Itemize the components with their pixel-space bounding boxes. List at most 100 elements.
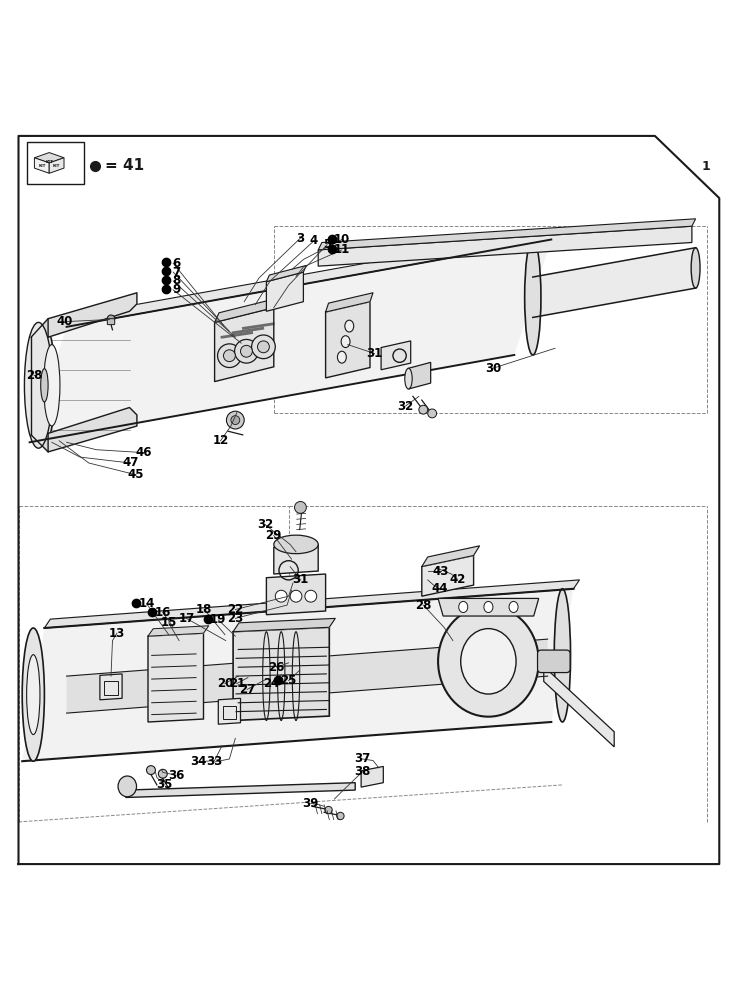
FancyBboxPatch shape xyxy=(537,650,570,673)
Polygon shape xyxy=(67,228,559,327)
Circle shape xyxy=(231,416,240,425)
Ellipse shape xyxy=(337,812,344,820)
Polygon shape xyxy=(48,408,137,452)
Text: 47: 47 xyxy=(122,456,138,470)
Circle shape xyxy=(226,411,244,429)
Ellipse shape xyxy=(509,601,518,613)
Text: 8: 8 xyxy=(172,274,181,287)
Text: 33: 33 xyxy=(206,755,223,768)
Text: 32: 32 xyxy=(257,518,273,531)
Text: 5: 5 xyxy=(323,238,332,251)
Polygon shape xyxy=(274,544,318,574)
Text: 43: 43 xyxy=(433,565,449,578)
Polygon shape xyxy=(215,298,278,322)
Polygon shape xyxy=(361,766,383,787)
Text: KIT: KIT xyxy=(45,160,53,164)
Text: 46: 46 xyxy=(135,446,152,459)
Circle shape xyxy=(252,335,275,359)
Text: 35: 35 xyxy=(156,778,172,791)
Text: 21: 21 xyxy=(229,677,245,690)
Circle shape xyxy=(218,344,241,368)
Polygon shape xyxy=(100,674,122,700)
Text: 28: 28 xyxy=(415,599,431,612)
Ellipse shape xyxy=(459,601,468,613)
Text: 38: 38 xyxy=(354,765,371,778)
Polygon shape xyxy=(148,633,204,722)
Text: 19: 19 xyxy=(210,613,226,626)
Text: KIT: KIT xyxy=(38,164,46,168)
Polygon shape xyxy=(22,589,574,761)
Polygon shape xyxy=(34,158,49,173)
Circle shape xyxy=(290,590,302,602)
Ellipse shape xyxy=(44,345,60,426)
Text: 26: 26 xyxy=(269,661,285,674)
Text: 40: 40 xyxy=(57,315,73,328)
Ellipse shape xyxy=(554,589,571,722)
Polygon shape xyxy=(408,362,431,389)
Text: 9: 9 xyxy=(172,283,181,296)
Polygon shape xyxy=(266,574,326,615)
Text: 32: 32 xyxy=(397,400,414,413)
Ellipse shape xyxy=(27,655,40,735)
Text: 37: 37 xyxy=(354,752,371,766)
Text: 10: 10 xyxy=(334,233,350,246)
Text: 18: 18 xyxy=(196,603,212,616)
Polygon shape xyxy=(438,598,539,616)
Text: 4: 4 xyxy=(309,234,318,247)
Polygon shape xyxy=(48,293,137,337)
Text: 22: 22 xyxy=(227,603,243,616)
Ellipse shape xyxy=(341,336,350,348)
Text: 15: 15 xyxy=(161,616,177,629)
Polygon shape xyxy=(233,627,329,721)
Ellipse shape xyxy=(438,606,539,717)
Ellipse shape xyxy=(484,601,493,613)
Text: 16: 16 xyxy=(155,606,171,619)
Text: 34: 34 xyxy=(190,755,206,768)
Text: 7: 7 xyxy=(172,266,180,279)
Ellipse shape xyxy=(345,320,354,332)
FancyBboxPatch shape xyxy=(27,142,84,184)
Circle shape xyxy=(240,345,252,357)
FancyBboxPatch shape xyxy=(107,319,115,325)
Text: 3: 3 xyxy=(297,232,304,245)
Polygon shape xyxy=(266,272,303,311)
Ellipse shape xyxy=(525,240,541,355)
Polygon shape xyxy=(67,639,548,713)
Polygon shape xyxy=(233,618,335,632)
Polygon shape xyxy=(326,302,370,378)
Ellipse shape xyxy=(41,369,48,402)
Text: = 41: = 41 xyxy=(105,158,144,173)
Polygon shape xyxy=(533,248,696,317)
Text: 44: 44 xyxy=(431,582,448,595)
Circle shape xyxy=(107,315,115,322)
Polygon shape xyxy=(422,546,480,567)
Circle shape xyxy=(428,409,437,418)
Polygon shape xyxy=(126,783,355,797)
Text: 1: 1 xyxy=(702,160,710,173)
Polygon shape xyxy=(266,265,306,282)
Text: 39: 39 xyxy=(303,797,319,810)
Ellipse shape xyxy=(147,766,155,775)
Ellipse shape xyxy=(158,769,167,778)
Text: 25: 25 xyxy=(280,674,297,687)
Text: 45: 45 xyxy=(128,468,144,481)
Text: 42: 42 xyxy=(449,573,465,586)
Polygon shape xyxy=(381,341,411,370)
Ellipse shape xyxy=(325,806,332,814)
Text: 29: 29 xyxy=(266,529,282,542)
Polygon shape xyxy=(34,153,64,163)
Ellipse shape xyxy=(118,776,136,797)
Ellipse shape xyxy=(41,333,55,437)
Text: 23: 23 xyxy=(227,612,243,625)
Circle shape xyxy=(223,350,235,362)
Text: 13: 13 xyxy=(109,627,125,640)
Text: 30: 30 xyxy=(485,362,501,375)
Text: 31: 31 xyxy=(292,573,309,586)
Text: 27: 27 xyxy=(239,683,255,696)
Text: 14: 14 xyxy=(138,597,155,610)
Circle shape xyxy=(258,341,269,353)
Text: 31: 31 xyxy=(366,347,383,360)
Ellipse shape xyxy=(24,322,53,448)
Ellipse shape xyxy=(274,535,318,554)
Ellipse shape xyxy=(337,351,346,363)
